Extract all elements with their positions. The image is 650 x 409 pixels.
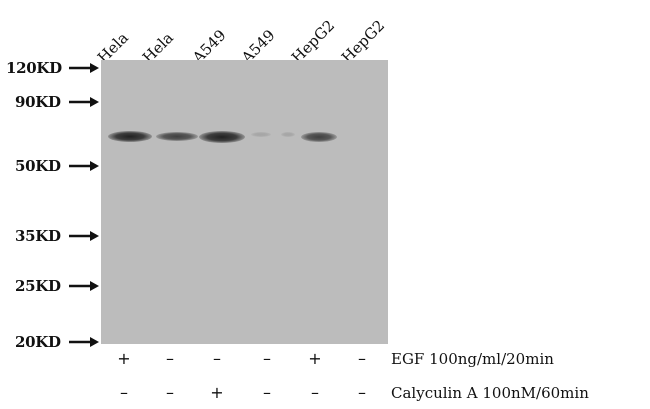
arrow-right-icon (69, 231, 99, 241)
sign-calyculin-lane-4: – (263, 383, 271, 402)
sign-egf-lane-4: – (263, 349, 271, 368)
arrow-right-icon (69, 337, 99, 347)
lane-label-5: HepG2 (287, 16, 339, 67)
marker-label: 90KD (15, 93, 61, 111)
marker-label: 35KD (15, 227, 61, 245)
marker-label: 25KD (15, 277, 61, 295)
band-lane-4b (281, 132, 295, 137)
band-lane-1 (108, 131, 152, 142)
marker-label: 20KD (15, 333, 61, 351)
sign-egf-lane-1: + (117, 349, 131, 368)
treatment-label-egf: EGF 100ng/ml/20min (391, 350, 554, 368)
sign-calyculin-lane-3: + (210, 383, 224, 402)
marker-label: 50KD (15, 157, 61, 175)
sign-calyculin-lane-5: – (311, 383, 319, 402)
arrow-right-icon (69, 281, 99, 291)
sign-egf-lane-3: – (213, 349, 221, 368)
marker-35kd: 35KD (6, 227, 100, 245)
marker-20kd: 20KD (6, 333, 100, 351)
blot-membrane (101, 60, 388, 344)
arrow-right-icon (69, 161, 99, 171)
marker-90kd: 90KD (6, 93, 100, 111)
marker-120kd: 120KD (6, 59, 100, 77)
sign-egf-lane-6: – (358, 349, 366, 368)
sign-egf-lane-5: + (308, 349, 322, 368)
band-lane-3 (199, 131, 245, 143)
arrow-right-icon (69, 97, 99, 107)
band-lane-4 (251, 132, 271, 137)
sign-calyculin-lane-2: – (166, 383, 174, 402)
lane-label-6: HepG2 (337, 16, 389, 67)
marker-label: 120KD (6, 59, 62, 77)
arrow-right-icon (69, 63, 99, 73)
sign-calyculin-lane-1: – (120, 383, 128, 402)
marker-25kd: 25KD (6, 277, 100, 295)
band-lane-2 (156, 132, 198, 141)
band-lane-5 (301, 132, 337, 142)
treatment-label-calyculin: Calyculin A 100nM/60min (391, 384, 589, 402)
sign-egf-lane-2: – (166, 349, 174, 368)
sign-calyculin-lane-6: – (358, 383, 366, 402)
marker-50kd: 50KD (6, 157, 100, 175)
